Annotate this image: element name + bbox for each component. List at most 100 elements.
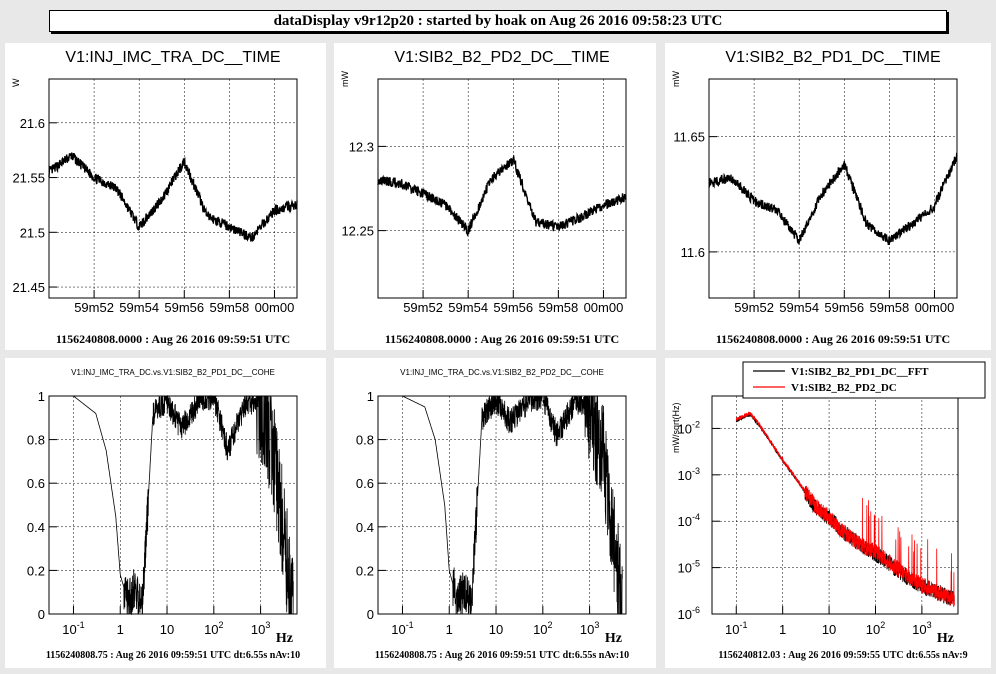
y-tick-label: 21.6 [20, 116, 45, 131]
x-tick-label: 103 [912, 620, 931, 637]
fft-series-pd2 [735, 411, 955, 608]
x-tick-label: 103 [580, 620, 599, 637]
y-tick-label: 0 [367, 607, 374, 622]
banner-title: dataDisplay v9r12p20 : started by hoak o… [49, 10, 947, 32]
y-tick-label: 0.8 [356, 433, 374, 448]
fft-chart: mW/sqrt(Hz)10-2 10-3 10-4 10-5 10-6 10-1 1 10 10… [671, 361, 986, 661]
plot-frame [708, 78, 958, 299]
panel-title: V1:SIB2_B2_PD2_DC__TIME [394, 49, 609, 66]
panel-footer: 1156240808.75 : Aug 26 2016 09:59:51 UTC… [375, 650, 629, 661]
panel-time-pd2: V1:SIB2_B2_PD2_DC__TIME mW 12.3 12.25 59m52 5… [334, 43, 656, 350]
data-series-line [48, 152, 298, 243]
x-tick-label: 59m56 [824, 300, 864, 315]
x-tick-label: 00m00 [915, 300, 955, 315]
x-axis-label: Hz [276, 631, 293, 646]
plot-frame [377, 78, 627, 299]
plot-frame [377, 395, 627, 615]
x-tick-label: 10 [160, 622, 174, 637]
panel-footer: 1156240808.75 : Aug 26 2016 09:59:51 UTC… [46, 650, 300, 661]
y-tick-label: 0.4 [356, 520, 374, 535]
panel-title: V1:INJ_IMC_TRA_DC.vs.V1:SIB2_B2_PD1_DC__… [71, 368, 275, 377]
y-tick-label: 11.65 [673, 130, 705, 145]
x-tick-label: 1 [117, 622, 124, 637]
y-tick-label: 0.8 [27, 433, 45, 448]
x-axis-label: Hz [605, 631, 622, 646]
y-tick-label: 0.6 [27, 476, 45, 491]
x-tick-label: 59m54 [779, 300, 819, 315]
time-chart-pd1: V1:SIB2_B2_PD1_DC__TIME mW 11.65 11.6 59m52 5… [671, 49, 958, 346]
y-tick-label: 0.6 [356, 476, 374, 491]
legend-entry: V1:SIB2_B2_PD1_DC__FFT [791, 366, 929, 378]
x-tick-label: 59m52 [734, 300, 774, 315]
plot-frame [48, 395, 298, 615]
time-chart-inj: V1:INJ_IMC_TRA_DC__TIME W 21.6 21.55 21.5 21.… [11, 49, 298, 346]
y-tick-label: 0.4 [27, 520, 45, 535]
panel-coh-pd1: V1:INJ_IMC_TRA_DC.vs.V1:SIB2_B2_PD1_DC__… [5, 358, 326, 668]
x-tick-label: 10 [822, 622, 836, 637]
x-tick-label: 102 [204, 620, 223, 637]
x-tick-label: 102 [533, 620, 552, 637]
x-tick-label: 10 [489, 622, 503, 637]
y-tick-label: 10-4 [678, 512, 700, 529]
y-tick-label: 10-5 [678, 559, 700, 576]
x-tick-label: 59m58 [869, 300, 909, 315]
y-tick-label: 11.6 [681, 245, 705, 260]
y-tick-label: 0 [38, 607, 45, 622]
panel-title: V1:INJ_IMC_TRA_DC.vs.V1:SIB2_B2_PD2_DC__… [400, 368, 604, 377]
plot-frame [48, 78, 298, 299]
y-tick-label: 10-3 [678, 466, 700, 483]
y-tick-label: 10-6 [678, 605, 700, 622]
fft-series-pd1 [735, 412, 955, 606]
x-tick-label: 1 [446, 622, 453, 637]
x-tick-label: 1 [779, 622, 786, 637]
legend-entry: V1:SIB2_B2_PD2_DC [791, 382, 897, 394]
x-tick-label: 59m52 [403, 300, 443, 315]
x-tick-label: 10-1 [391, 620, 413, 637]
y-tick-label: 0.2 [27, 563, 45, 578]
coherence-series-line [73, 394, 294, 616]
x-axis-label: Hz [937, 631, 954, 646]
y-unit-label: W [11, 78, 21, 87]
x-tick-label: 59m58 [209, 300, 249, 315]
panel-time-pd1: V1:SIB2_B2_PD1_DC__TIME mW 11.65 11.6 59m52 5… [665, 43, 991, 350]
x-tick-label: 59m56 [493, 300, 533, 315]
x-tick-label: 59m54 [448, 300, 488, 315]
y-tick-label: 12.25 [341, 224, 374, 239]
y-unit-label: mW [340, 71, 350, 87]
y-tick-label: 10-2 [678, 419, 700, 436]
coherence-chart-pd2: V1:INJ_IMC_TRA_DC.vs.V1:SIB2_B2_PD2_DC__… [356, 368, 629, 661]
data-series-line [708, 152, 958, 246]
x-tick-label: 103 [251, 620, 270, 637]
panel-title: V1:SIB2_B2_PD1_DC__TIME [725, 49, 940, 66]
coherence-series-line [402, 395, 623, 615]
panel-time-inj: V1:INJ_IMC_TRA_DC__TIME W 21.6 21.55 21.5 21.… [5, 43, 326, 350]
legend-box [742, 361, 986, 399]
y-tick-label: 1 [367, 389, 374, 404]
x-tick-label: 10-1 [725, 620, 747, 637]
panel-footer: 1156240812.03 : Aug 26 2016 09:59:55 UTC… [718, 650, 967, 661]
x-tick-label: 59m56 [164, 300, 204, 315]
y-unit-label: mW [671, 71, 681, 87]
panel-footer: 1156240808.0000 : Aug 26 2016 09:59:51 U… [716, 332, 950, 346]
coherence-chart-pd1: V1:INJ_IMC_TRA_DC.vs.V1:SIB2_B2_PD1_DC__… [27, 368, 300, 661]
y-tick-label: 21.5 [20, 225, 45, 240]
data-series-line [377, 154, 627, 237]
x-tick-label: 59m58 [538, 300, 578, 315]
y-tick-label: 21.55 [12, 171, 45, 186]
y-tick-label: 12.3 [349, 139, 374, 154]
x-tick-label: 10-1 [62, 620, 84, 637]
x-tick-label: 59m54 [119, 300, 159, 315]
panel-footer: 1156240808.0000 : Aug 26 2016 09:59:51 U… [56, 332, 290, 346]
panel-coh-pd2: V1:INJ_IMC_TRA_DC.vs.V1:SIB2_B2_PD2_DC__… [334, 358, 656, 668]
x-tick-label: 59m52 [74, 300, 114, 315]
y-unit-label: mW/sqrt(Hz) [671, 403, 681, 454]
y-tick-label: 1 [38, 389, 45, 404]
time-chart-pd2: V1:SIB2_B2_PD2_DC__TIME mW 12.3 12.25 59m52 5… [340, 49, 627, 346]
y-tick-label: 0.2 [356, 563, 374, 578]
y-tick-label: 21.45 [12, 280, 45, 295]
x-tick-label: 00m00 [255, 300, 295, 315]
x-tick-label: 102 [866, 620, 885, 637]
x-tick-label: 00m00 [584, 300, 624, 315]
panel-fft: mW/sqrt(Hz) 10-2 10-3 10-4 10-5 10-6 10-1 1 10 10… [665, 358, 991, 668]
panel-title: V1:INJ_IMC_TRA_DC__TIME [65, 49, 280, 66]
